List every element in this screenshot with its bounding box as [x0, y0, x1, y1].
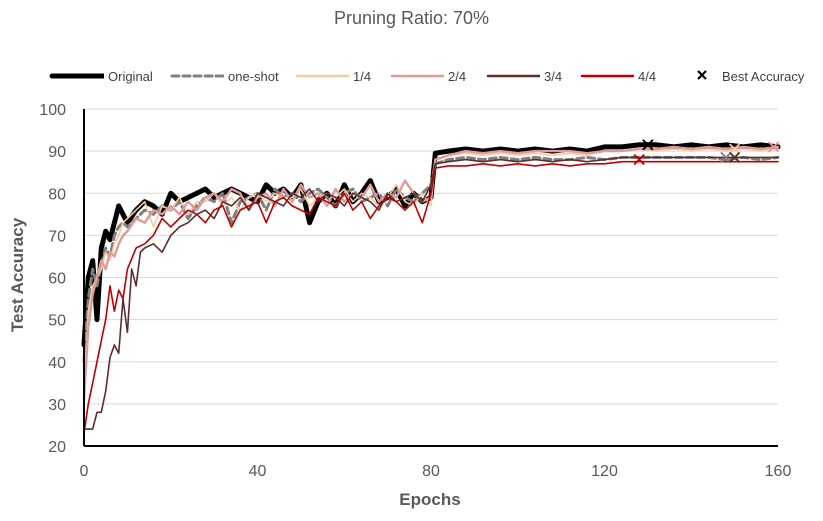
legend-line-swatch — [486, 74, 540, 78]
legend-item: Best Accuracy — [688, 66, 804, 86]
y-axis-title: Test Accuracy — [8, 217, 27, 333]
x-tick-label: 80 — [422, 463, 440, 480]
y-tick-label: 50 — [48, 313, 66, 330]
x-tick-label: 40 — [249, 463, 267, 480]
y-tick-label: 90 — [48, 144, 66, 161]
legend-line-swatch — [49, 73, 104, 79]
y-tick-label: 60 — [48, 271, 66, 288]
legend-label: Original — [108, 68, 153, 84]
y-tick-label: 100 — [39, 102, 66, 119]
legend-item: 3/4 — [484, 66, 562, 86]
best-accuracy-marker — [642, 139, 654, 151]
legend-item: Original — [48, 66, 153, 86]
legend-line-swatch — [390, 74, 444, 78]
legend-label: Best Accuracy — [722, 68, 805, 84]
best-accuracy-marker — [728, 143, 741, 155]
series-line-4-4 — [83, 160, 779, 435]
best-accuracy-marker — [720, 151, 732, 164]
best-accuracy-marker — [728, 151, 741, 164]
legend-label: 2/4 — [448, 68, 467, 84]
legend-label: 1/4 — [353, 68, 372, 84]
y-tick-label: 80 — [48, 186, 66, 203]
legend-item: 2/4 — [388, 66, 466, 86]
legend-line-swatch — [170, 74, 224, 78]
series-line-original — [81, 142, 781, 348]
x-tick-label: 160 — [765, 463, 792, 480]
legend-x-marker-icon — [697, 70, 707, 80]
legend: Original one-shot 1/4 2/4 3/4 4/4 Best Accurac… — [48, 66, 823, 86]
legend-label: one-shot — [228, 68, 279, 84]
legend-label: 3/4 — [544, 68, 563, 84]
y-tick-label: 40 — [48, 355, 66, 372]
y-tick-label: 70 — [48, 228, 66, 245]
series-line-3-4 — [83, 156, 779, 430]
x-tick-label: 0 — [80, 463, 89, 480]
legend-item: 4/4 — [578, 66, 656, 86]
legend-line-swatch — [580, 74, 634, 78]
chart-title: Pruning Ratio: 70% — [333, 8, 490, 28]
series-line-2-4 — [82, 145, 780, 401]
y-tick-label: 20 — [48, 439, 66, 456]
x-tick-label: 120 — [591, 463, 618, 480]
y-tick-label: 30 — [48, 397, 66, 414]
legend-item: one-shot — [168, 66, 279, 86]
best-accuracy-marker — [633, 153, 645, 166]
legend-item: 1/4 — [293, 66, 371, 86]
x-axis-title: Epochs — [399, 490, 461, 509]
legend-label: 4/4 — [638, 68, 657, 84]
best-accuracy-marker — [768, 141, 780, 153]
legend-line-swatch — [295, 74, 349, 78]
